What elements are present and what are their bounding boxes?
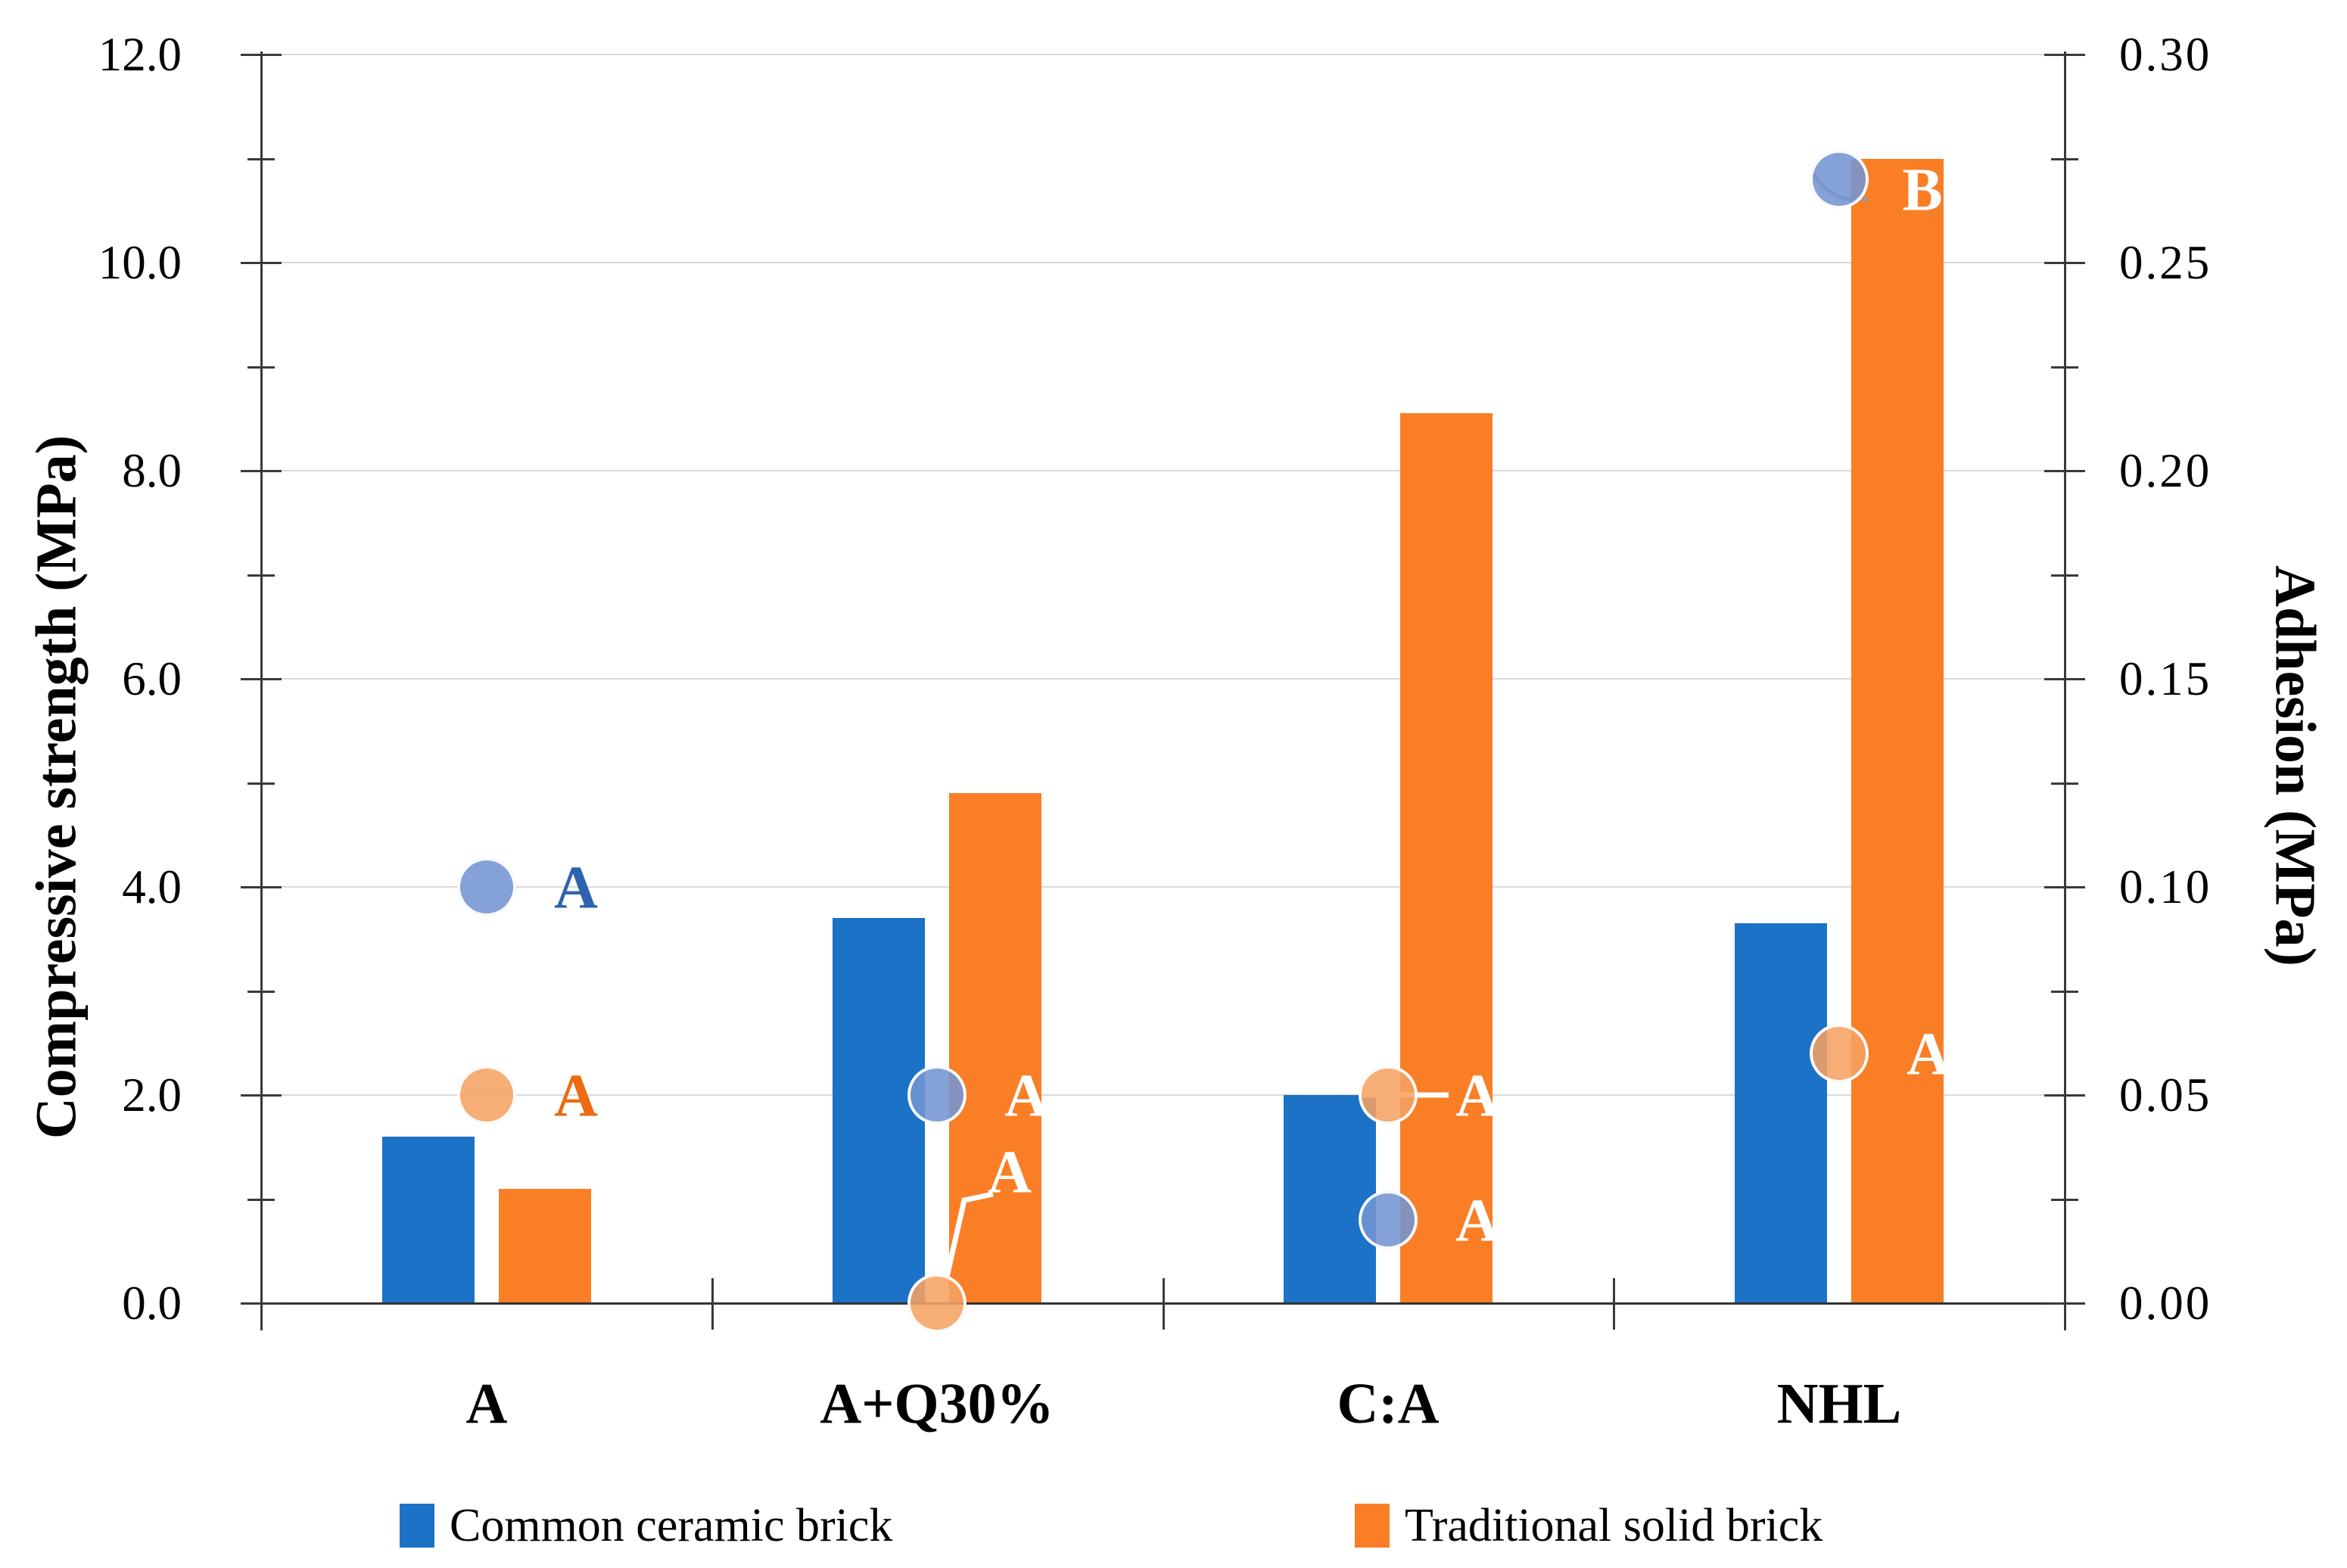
bar-traditional-solid-brick [499, 1188, 591, 1303]
bar-common-ceramic-brick [1735, 923, 1827, 1303]
y-axis-right-major-tick [2044, 886, 2085, 888]
bar-traditional-solid-brick [1851, 158, 1944, 1303]
tick-label-left: 2.0 [122, 1069, 182, 1122]
marker-letter: A [554, 854, 598, 922]
gridline [261, 470, 2065, 471]
legend-swatch-common-ceramic-brick [400, 1504, 434, 1548]
y-axis-left-major-tick [241, 54, 282, 56]
legend-label-traditional-solid-brick: Traditional solid brick [1405, 1500, 1823, 1551]
adhesion-marker-traditional-solid-brick [1359, 1066, 1418, 1125]
category-label: A+Q30% [820, 1372, 1054, 1436]
y-axis-left-minor-tick [247, 157, 275, 160]
y-axis-left-minor-tick [247, 782, 275, 785]
y-axis-right-minor-tick [2051, 782, 2078, 785]
category-label: A [465, 1372, 508, 1436]
y-axis-left-minor-tick [247, 990, 275, 993]
y-axis-right [2064, 51, 2066, 1330]
tick-label-right: 0.20 [2119, 444, 2212, 497]
tick-label-right: 0.25 [2119, 236, 2212, 289]
bar-common-ceramic-brick [833, 918, 925, 1303]
tick-label-left: 12.0 [98, 28, 182, 81]
adhesion-marker-traditional-solid-brick [1810, 1024, 1869, 1083]
y-axis-left-minor-tick [247, 574, 275, 577]
adhesion-marker-common-ceramic-brick [1810, 150, 1869, 209]
y-axis-left-major-tick [241, 678, 282, 680]
y-axis-right-major-tick [2044, 678, 2085, 680]
tick-label-right: 0.15 [2119, 652, 2212, 705]
legend-item-traditional-solid-brick: Traditional solid brick [1355, 1502, 1823, 1549]
bar-traditional-solid-brick [1400, 413, 1493, 1303]
y-axis-left-minor-tick [247, 1198, 275, 1201]
tick-label-right: 0.10 [2119, 860, 2212, 913]
legend-swatch-traditional-solid-brick [1355, 1504, 1390, 1548]
y-axis-left-major-tick [241, 886, 282, 888]
adhesion-marker-traditional-solid-brick [907, 1274, 967, 1333]
y-axis-right-major-tick [2044, 470, 2085, 472]
gridline [261, 262, 2065, 263]
tick-label-right: 0.00 [2119, 1277, 2212, 1330]
marker-letter: A [1907, 1021, 1950, 1088]
tick-label-left: 0.0 [122, 1277, 182, 1330]
tick-label-left: 8.0 [122, 444, 182, 497]
adhesion-marker-common-ceramic-brick [907, 1066, 967, 1125]
adhesion-marker-traditional-solid-brick [457, 1066, 516, 1125]
bar-common-ceramic-brick [1284, 1095, 1376, 1303]
y-axis-right-minor-tick [2051, 366, 2078, 369]
tick-label-left: 4.0 [122, 860, 182, 913]
y-axis-right-major-tick [2044, 262, 2085, 264]
y-axis-right-major-tick [2044, 54, 2085, 56]
tick-label-left: 10.0 [98, 236, 182, 289]
y-axis-right-minor-tick [2051, 1198, 2078, 1201]
y-axis-right-minor-tick [2051, 157, 2078, 160]
adhesion-marker-common-ceramic-brick [457, 857, 516, 916]
right-axis-title: Adhesion (MPa) [2263, 565, 2327, 966]
marker-letter: A [554, 1062, 598, 1130]
x-axis-boundary-tick [1162, 1278, 1165, 1330]
y-axis-left-major-tick [241, 470, 282, 472]
marker-letter: B [1902, 157, 1943, 224]
bar-traditional-solid-brick [949, 793, 1041, 1303]
y-axis-left-major-tick [241, 262, 282, 264]
y-axis-left [260, 51, 263, 1330]
left-axis-title: Compressive strength (MPa) [24, 434, 89, 1140]
y-axis-left-minor-tick [247, 366, 275, 369]
legend-item-common-ceramic-brick: Common ceramic brick [400, 1502, 892, 1549]
marker-letter: A [1004, 1062, 1048, 1130]
adhesion-marker-common-ceramic-brick [1359, 1190, 1418, 1249]
gridline [261, 886, 2065, 888]
marker-letter: A [988, 1139, 1032, 1206]
y-axis-left-major-tick [241, 1302, 282, 1305]
tick-label-right: 0.30 [2119, 28, 2212, 81]
bar-common-ceramic-brick [382, 1137, 475, 1303]
tick-label-left: 6.0 [122, 652, 182, 705]
y-axis-right-minor-tick [2051, 990, 2078, 993]
y-axis-right-major-tick [2044, 1094, 2085, 1097]
y-axis-right-minor-tick [2051, 574, 2078, 577]
y-axis-right-major-tick [2044, 1302, 2085, 1305]
marker-letter: A [1455, 1187, 1499, 1255]
marker-letter: A [1455, 1062, 1499, 1130]
x-axis-boundary-tick [1613, 1278, 1616, 1330]
gridline [261, 54, 2065, 55]
legend-label-common-ceramic-brick: Common ceramic brick [450, 1500, 893, 1551]
x-axis-boundary-tick [711, 1278, 714, 1330]
y-axis-left-major-tick [241, 1094, 282, 1097]
category-label: NHL [1776, 1372, 1902, 1436]
tick-label-right: 0.05 [2119, 1069, 2212, 1122]
gridline [261, 1094, 2065, 1096]
category-label: C:A [1337, 1372, 1440, 1436]
gridline [261, 678, 2065, 680]
